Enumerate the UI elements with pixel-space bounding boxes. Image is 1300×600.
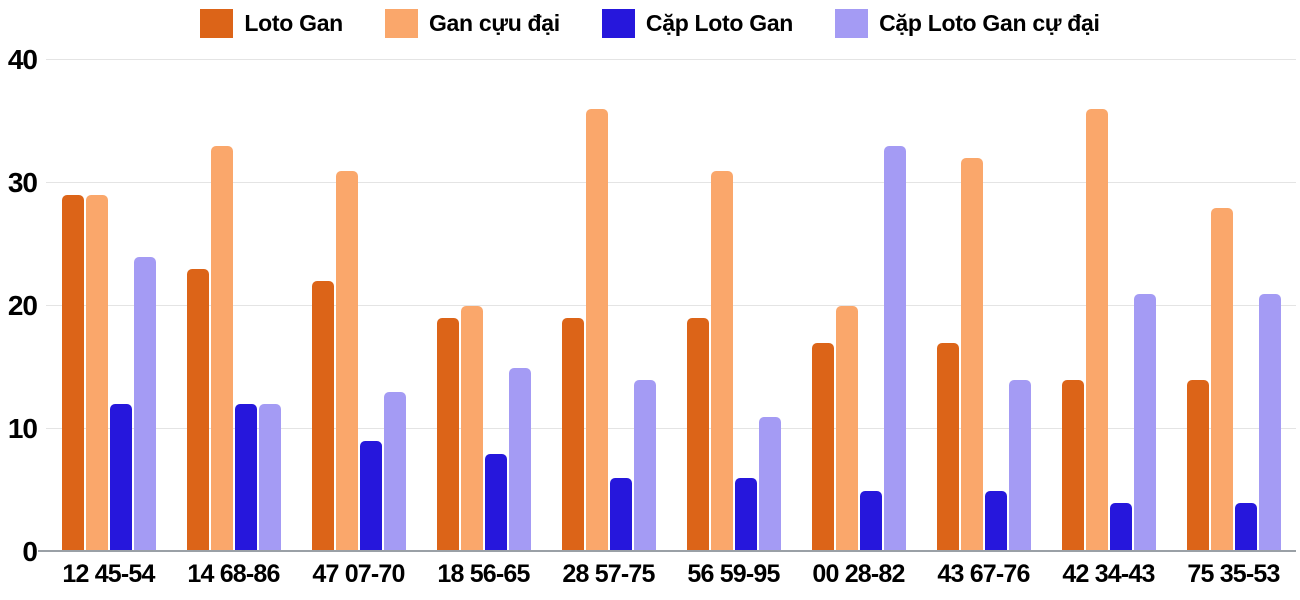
x-axis-line xyxy=(38,550,1296,552)
gridline xyxy=(46,182,1296,183)
x-axis-category-label: 00 28-82 xyxy=(812,560,905,588)
legend-item[interactable]: Gan cựu đại xyxy=(384,8,560,38)
y-axis-tick-label: 0 xyxy=(22,536,38,567)
bar xyxy=(1061,379,1084,552)
bar xyxy=(311,281,334,552)
bar-group: 47 07-70 xyxy=(296,60,421,587)
bar xyxy=(85,195,108,552)
bar xyxy=(585,109,608,552)
bar-group: 18 56-65 xyxy=(421,60,546,587)
legend-item[interactable]: Cặp Loto Gan xyxy=(601,8,794,38)
bar xyxy=(1109,502,1132,552)
legend-label: Cặp Loto Gan cự đại xyxy=(879,9,1100,36)
bar xyxy=(61,195,84,552)
bar-group: 12 45-54 xyxy=(46,60,171,587)
bar-groups: 12 45-54 14 68-86 47 07-70 18 56-65 28 57-75… xyxy=(46,60,1296,587)
bar xyxy=(436,318,459,552)
legend-label: Cặp Loto Gan xyxy=(645,9,794,36)
bar xyxy=(359,441,382,552)
bar-group: 75 35-53 xyxy=(1171,60,1296,587)
bar xyxy=(1186,379,1209,552)
bar xyxy=(609,478,632,552)
bar-group: 42 34-43 xyxy=(1046,60,1171,587)
bar xyxy=(508,367,531,552)
bar xyxy=(758,416,781,552)
plot-area: 0 10 20 30 40 12 45-54 14 68-86 47 07-70 18 56-6… xyxy=(8,46,1296,587)
bar-group: 28 57-75 xyxy=(546,60,671,587)
x-axis-category-label: 28 57-75 xyxy=(562,560,655,588)
legend-swatch-icon xyxy=(384,8,418,38)
legend-label: Gan cựu đại xyxy=(428,9,560,36)
x-axis-category-label: 43 67-76 xyxy=(937,560,1030,588)
bar xyxy=(1133,293,1156,552)
bar xyxy=(335,170,358,552)
bar xyxy=(686,318,709,552)
bar xyxy=(484,453,507,552)
bar xyxy=(1085,109,1108,552)
bar xyxy=(561,318,584,552)
bar-group: 14 68-86 xyxy=(171,60,296,587)
bar xyxy=(936,342,959,552)
bar xyxy=(984,490,1007,552)
bar xyxy=(859,490,882,552)
chart-legend: Loto Gan Gan cựu đại Cặp Loto Gan Cặp Loto … xyxy=(0,5,1300,41)
y-axis-tick-label: 20 xyxy=(7,290,38,321)
gridline xyxy=(46,305,1296,306)
bar xyxy=(258,404,281,552)
legend-item[interactable]: Loto Gan xyxy=(200,8,343,38)
bar xyxy=(1008,379,1031,552)
bar xyxy=(1210,207,1233,552)
x-axis-category-label: 14 68-86 xyxy=(187,560,280,588)
x-axis-category-label: 47 07-70 xyxy=(312,560,405,588)
bar xyxy=(633,379,656,552)
y-axis-tick-label: 10 xyxy=(7,413,38,444)
bar xyxy=(883,146,906,552)
bar xyxy=(811,342,834,552)
legend-label: Loto Gan xyxy=(244,9,343,36)
x-axis-category-label: 75 35-53 xyxy=(1187,560,1280,588)
bar xyxy=(960,158,983,552)
bar xyxy=(710,170,733,552)
bar xyxy=(1234,502,1257,552)
bar xyxy=(234,404,257,552)
gridline xyxy=(46,59,1296,60)
bar xyxy=(835,306,858,552)
x-axis-category-label: 18 56-65 xyxy=(437,560,530,588)
bar-group: 43 67-76 xyxy=(921,60,1046,587)
x-axis-category-label: 42 34-43 xyxy=(1062,560,1155,588)
bar xyxy=(383,392,406,552)
bar-group: 56 59-95 xyxy=(671,60,796,587)
legend-item[interactable]: Cặp Loto Gan cự đại xyxy=(835,8,1100,38)
y-axis-tick-label: 40 xyxy=(7,44,38,75)
legend-swatch-icon xyxy=(835,8,869,38)
bar xyxy=(734,478,757,552)
bar xyxy=(109,404,132,552)
bar xyxy=(186,269,209,552)
bar xyxy=(1258,293,1281,552)
bar-group: 00 28-82 xyxy=(796,60,921,587)
gridline xyxy=(46,428,1296,429)
bar xyxy=(133,256,156,552)
bar xyxy=(210,146,233,552)
bar xyxy=(460,306,483,552)
x-axis-category-label: 56 59-95 xyxy=(687,560,780,588)
legend-swatch-icon xyxy=(200,8,234,38)
legend-swatch-icon xyxy=(601,8,635,38)
y-axis-tick-label: 30 xyxy=(7,167,38,198)
x-axis-category-label: 12 45-54 xyxy=(62,560,155,588)
